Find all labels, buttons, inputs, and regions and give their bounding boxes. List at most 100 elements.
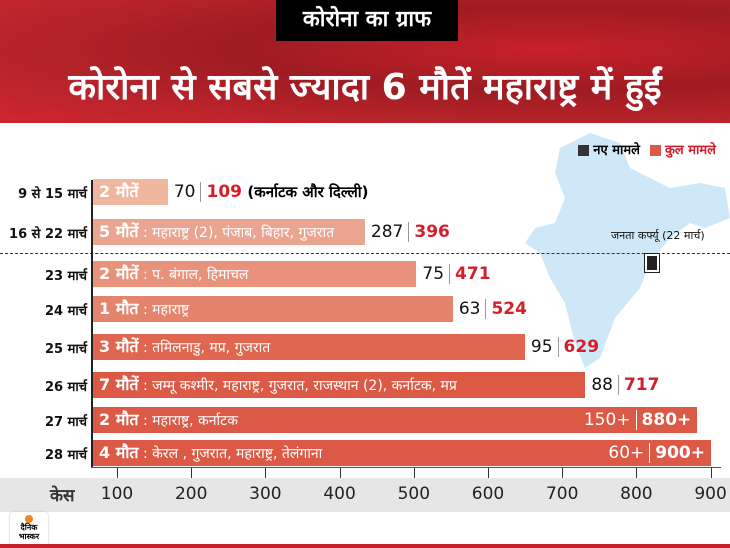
category-label: 26 मार्च xyxy=(44,380,87,395)
death-places: : तमिलनाडु, मप्र, गुजरात xyxy=(143,340,271,356)
bar: 5 मौतें : महाराष्ट्र (2), पंजाब, बिहार, … xyxy=(93,219,365,245)
logo-line1: दैनिक xyxy=(20,523,38,532)
bar-text: 7 मौतें : जम्मू कश्मीर, महाराष्ट्र, गुजर… xyxy=(99,372,457,399)
total-cases: 471 xyxy=(455,264,491,284)
case-values: 287 396 xyxy=(371,219,450,245)
note: (कर्नाटक और दिल्ली) xyxy=(247,183,369,201)
bar-text: 2 मौतें xyxy=(99,179,139,206)
category-label: 27 मार्च xyxy=(44,415,87,430)
tick-mark xyxy=(413,468,415,478)
deaths-count: 4 मौत xyxy=(99,443,139,462)
new-cases: 88 xyxy=(591,375,613,395)
bar: 1 मौत : महाराष्ट्र xyxy=(93,296,453,322)
category-label: 28 मार्च xyxy=(44,448,87,463)
deaths-count: 2 मौतें xyxy=(99,182,139,201)
tick-mark xyxy=(339,468,341,478)
case-values: 63 524 xyxy=(459,296,527,322)
tick-label: 500 xyxy=(397,484,431,504)
x-axis-band xyxy=(0,478,730,512)
deaths-count: 1 मौत xyxy=(99,299,139,318)
legend-total-label: कुल मामले xyxy=(664,143,716,158)
legend-total: कुल मामले xyxy=(649,140,716,158)
tick-mark xyxy=(488,468,489,478)
bar-text: 2 मौत : महाराष्ट्र, कर्नाटक xyxy=(99,407,238,434)
bar-text: 1 मौत : महाराष्ट्र xyxy=(99,296,189,323)
new-cases: 75 xyxy=(422,264,445,284)
death-places: : महाराष्ट्र (2), पंजाब, बिहार, गुजरात xyxy=(143,225,335,241)
case-values: 70 109 (कर्नाटक और दिल्ली) xyxy=(174,179,369,205)
death-places: : केरल , गुजरात, महाराष्ट्र, तेलंगाना xyxy=(143,446,323,462)
deaths-count: 3 मौतें xyxy=(99,337,139,356)
kicker-label: कोरोना का ग्राफ xyxy=(276,0,458,41)
new-cases: 63 xyxy=(458,299,481,319)
tick-label: 400 xyxy=(323,484,356,504)
bar: 7 मौतें : जम्मू कश्मीर, महाराष्ट्र, गुजर… xyxy=(93,372,586,399)
y-axis-line xyxy=(91,180,93,468)
new-cases: 150+ xyxy=(583,410,631,430)
curfew-annotation: जनता कर्फ्यू (22 मार्च) xyxy=(611,229,705,242)
legend: नए मामले कुल मामले xyxy=(578,140,716,158)
tick-mark xyxy=(636,468,638,478)
category-label: 23 मार्च xyxy=(44,269,87,284)
bar-text: 3 मौतें : तमिलनाडु, मप्र, गुजरात xyxy=(99,334,270,361)
tick-label: 100 xyxy=(100,484,134,504)
category-label: 25 मार्च xyxy=(44,342,87,357)
tick-mark xyxy=(562,468,564,478)
tick-mark xyxy=(191,468,193,478)
bar-text: 2 मौतें : प. बंगाल, हिमाचल xyxy=(99,261,248,288)
category-label: 24 मार्च xyxy=(44,304,87,319)
bar: 2 मौत : महाराष्ट्र, कर्नाटक xyxy=(93,407,698,434)
tick-mark xyxy=(710,468,712,478)
tick-mark xyxy=(117,468,118,478)
legend-swatch-total xyxy=(649,145,661,156)
category-label: 16 से 22 मार्च xyxy=(9,227,87,242)
new-cases: 95 xyxy=(530,337,553,357)
tick-label: 300 xyxy=(249,484,282,504)
tick-mark xyxy=(265,468,267,478)
headline: कोरोना से सबसे ज्यादा 6 मौतें महाराष्ट्र… xyxy=(68,67,662,108)
tick-label: 200 xyxy=(174,484,208,504)
bar: 3 मौतें : तमिलनाडु, मप्र, गुजरात xyxy=(93,334,525,360)
total-cases: 396 xyxy=(414,222,450,242)
total-cases: 900+ xyxy=(655,443,705,463)
curfew-marker xyxy=(644,253,660,273)
case-values: 60+ 900+ xyxy=(608,440,705,466)
tick-label: 600 xyxy=(471,484,505,504)
case-values: 75 471 xyxy=(422,261,491,287)
tick-label: 900 xyxy=(694,484,727,504)
total-cases: 717 xyxy=(623,375,660,395)
case-values: 95 629 xyxy=(531,334,599,360)
tick-label: 800 xyxy=(620,484,653,504)
bar-text: 5 मौतें : महाराष्ट्र (2), पंजाब, बिहार, … xyxy=(99,219,334,246)
total-cases: 629 xyxy=(563,337,600,357)
new-cases: 70 xyxy=(173,182,196,202)
new-cases: 60+ xyxy=(608,443,645,463)
bottom-rule xyxy=(0,544,730,548)
dainik-bhaskar-logo: दैनिक भास्कर xyxy=(10,512,48,546)
india-map xyxy=(525,133,730,368)
total-cases: 880+ xyxy=(641,410,692,430)
case-values: 88 717 xyxy=(591,372,659,398)
curfew-divider xyxy=(0,253,730,254)
death-places: : प. बंगाल, हिमाचल xyxy=(143,267,249,283)
category-label: 9 से 15 मार्च xyxy=(18,187,87,202)
deaths-count: 7 मौतें xyxy=(99,375,139,394)
legend-swatch-new xyxy=(578,145,590,156)
deaths-count: 5 मौतें xyxy=(99,222,139,241)
bar: 4 मौत : केरल , गुजरात, महाराष्ट्र, तेलंग… xyxy=(93,440,711,466)
bar: 2 मौतें : प. बंगाल, हिमाचल xyxy=(93,261,417,288)
death-places: : महाराष्ट्र, कर्नाटक xyxy=(143,413,238,429)
header-banner: कोरोना का ग्राफ कोरोना से सबसे ज्यादा 6 … xyxy=(0,0,730,123)
deaths-count: 2 मौत xyxy=(99,410,139,429)
legend-new-label: नए मामले xyxy=(593,143,640,158)
new-cases: 287 xyxy=(370,222,404,242)
bar-text: 4 मौत : केरल , गुजरात, महाराष्ट्र, तेलंग… xyxy=(99,440,322,467)
tick-label: 700 xyxy=(545,484,579,504)
logo-line2: भास्कर xyxy=(18,532,40,541)
total-cases: 524 xyxy=(491,299,527,319)
x-axis-label: केस xyxy=(50,486,75,506)
case-values: 150+ 880+ xyxy=(584,407,691,433)
legend-new: नए मामले xyxy=(578,140,640,158)
x-axis-line xyxy=(91,467,721,468)
